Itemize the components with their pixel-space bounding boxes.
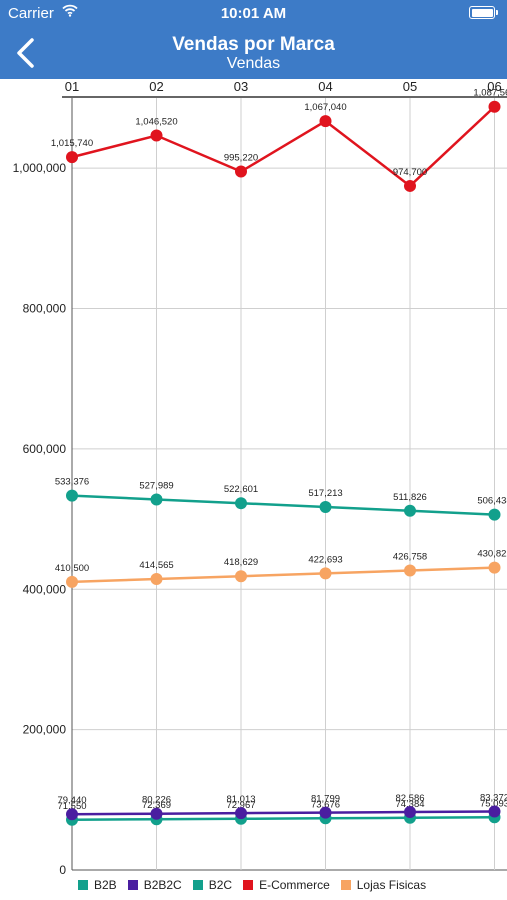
- x-tick-label: 05: [403, 79, 417, 94]
- data-label: 80,226: [142, 795, 171, 806]
- data-point: [404, 806, 416, 818]
- legend-swatch: [341, 880, 351, 890]
- y-tick-label: 600,000: [23, 442, 67, 456]
- data-label: 533,376: [55, 477, 89, 488]
- legend-swatch: [78, 880, 88, 890]
- legend-swatch: [128, 880, 138, 890]
- data-point: [320, 567, 332, 579]
- data-label: 522,601: [224, 484, 258, 495]
- data-point: [489, 101, 501, 113]
- y-tick-label: 1,000,000: [13, 161, 67, 175]
- data-label: 1,087,560: [473, 88, 507, 99]
- data-label: 426,758: [393, 551, 427, 562]
- data-point: [235, 807, 247, 819]
- data-point: [489, 805, 501, 817]
- legend-item: E-Commerce: [243, 877, 330, 893]
- chart-legend: B2B B2B2C B2C E-Commerce Lojas Fisicas: [78, 877, 437, 893]
- y-tick-label: 800,000: [23, 302, 67, 316]
- data-label: 410,500: [55, 563, 89, 574]
- data-point: [489, 509, 501, 521]
- series-line: [72, 496, 495, 515]
- data-point: [235, 570, 247, 582]
- legend-label: Lojas Fisicas: [357, 878, 426, 892]
- clock: 10:01 AM: [0, 5, 507, 22]
- legend-item: B2B2C: [128, 877, 182, 893]
- data-label: 414,565: [139, 560, 173, 571]
- status-bar: Carrier 10:01 AM: [0, 0, 507, 26]
- legend-item: B2C: [193, 877, 232, 893]
- data-point: [151, 573, 163, 585]
- data-label: 995,220: [224, 153, 258, 164]
- page-title: Vendas por Marca: [0, 34, 507, 56]
- data-label: 527,989: [139, 480, 173, 491]
- data-point: [404, 180, 416, 192]
- data-label: 1,067,040: [304, 102, 346, 113]
- x-tick-label: 02: [149, 79, 163, 94]
- data-point: [320, 501, 332, 513]
- data-label: 83,372: [480, 792, 507, 803]
- data-label: 506,438: [477, 496, 507, 507]
- data-point: [235, 166, 247, 178]
- data-point: [66, 490, 78, 502]
- data-point: [151, 130, 163, 142]
- data-point: [489, 562, 501, 574]
- data-label: 430,822: [477, 549, 507, 560]
- data-label: 81,013: [226, 794, 255, 805]
- data-point: [235, 497, 247, 509]
- data-point: [320, 115, 332, 127]
- data-point: [151, 493, 163, 505]
- legend-label: E-Commerce: [259, 878, 330, 892]
- y-tick-label: 200,000: [23, 723, 67, 737]
- legend-item: Lojas Fisicas: [341, 877, 426, 893]
- legend-label: B2B2C: [144, 878, 182, 892]
- data-point: [404, 564, 416, 576]
- data-label: 81,799: [311, 794, 340, 805]
- legend-label: B2C: [209, 878, 232, 892]
- data-point: [151, 808, 163, 820]
- series-line: [72, 817, 495, 819]
- x-tick-label: 03: [234, 79, 248, 94]
- data-point: [320, 807, 332, 819]
- legend-label: B2B: [94, 878, 117, 892]
- data-point: [66, 808, 78, 820]
- data-label: 511,826: [393, 492, 427, 503]
- battery-icon: [469, 6, 495, 19]
- navigation-bar: Carrier 10:01 AM Vendas por Marca Vendas: [0, 0, 507, 79]
- data-point: [66, 576, 78, 588]
- series-line: [72, 811, 495, 814]
- data-point: [404, 505, 416, 517]
- y-tick-label: 0: [59, 863, 66, 877]
- data-label: 1,046,520: [135, 117, 177, 128]
- data-label: 974,700: [393, 167, 427, 178]
- x-tick-label: 01: [65, 79, 79, 94]
- page-subtitle: Vendas: [0, 55, 507, 73]
- series-line: [72, 568, 495, 582]
- data-point: [66, 151, 78, 163]
- legend-swatch: [193, 880, 203, 890]
- legend-swatch: [243, 880, 253, 890]
- legend-item: B2B: [78, 877, 117, 893]
- data-label: 82,586: [395, 793, 424, 804]
- x-tick-label: 04: [318, 79, 332, 94]
- data-label: 79,440: [57, 795, 86, 806]
- y-tick-label: 400,000: [23, 582, 67, 596]
- data-label: 422,693: [308, 554, 342, 565]
- data-label: 418,629: [224, 557, 258, 568]
- data-label: 1,015,740: [51, 138, 93, 149]
- data-label: 517,213: [308, 488, 342, 499]
- line-chart: 0 200,000 400,000 600,000 800,000 1,000,000 01…: [0, 79, 507, 877]
